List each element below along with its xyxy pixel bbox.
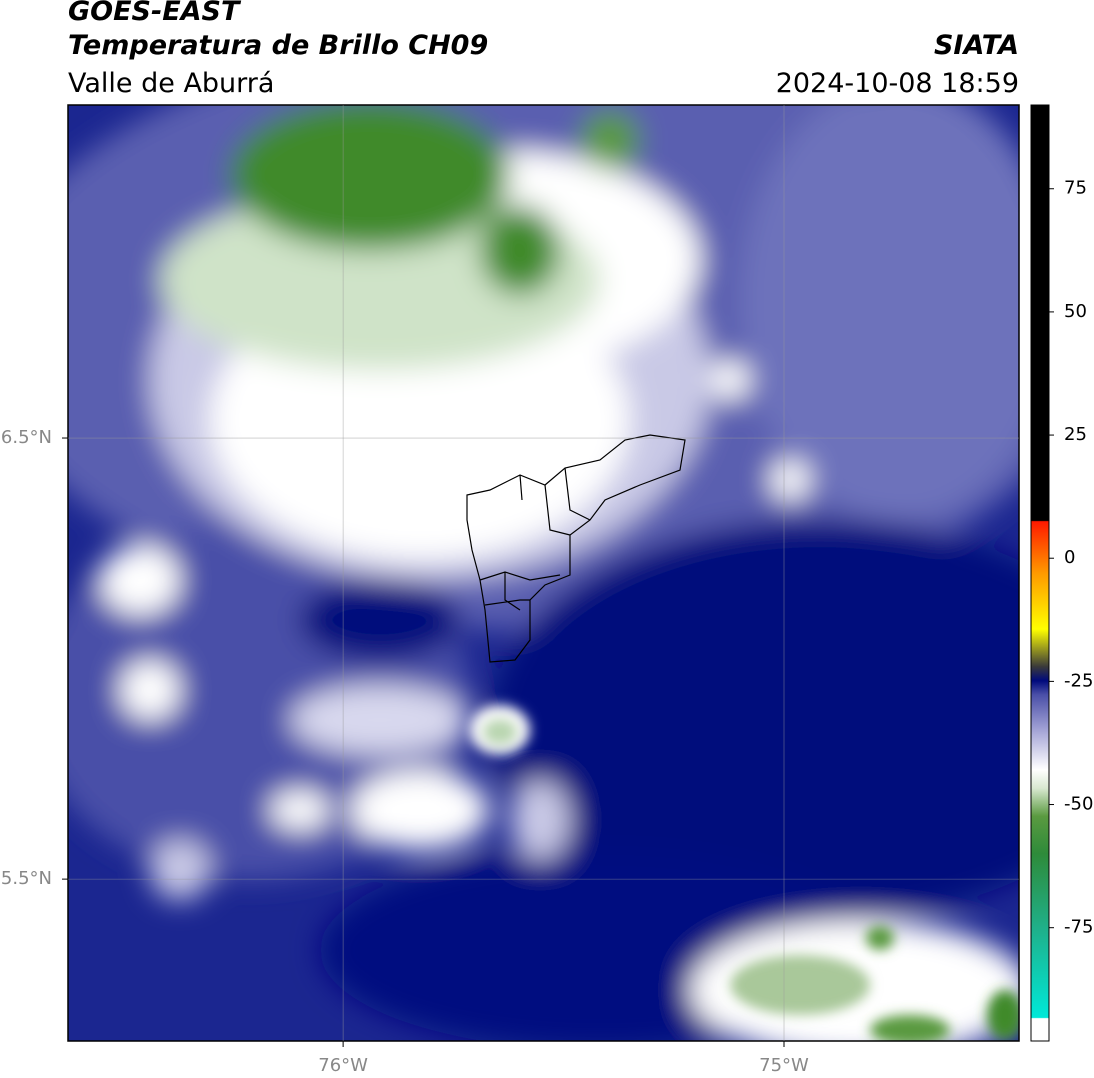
colorbar-tick-label: 50 (1064, 301, 1087, 322)
x-tick-label: 75°W (759, 1055, 809, 1076)
region: Valle de Aburrá (68, 68, 274, 99)
y-tick-label: 6.5°N (1, 427, 52, 448)
colorbar-tick-label: 0 (1064, 547, 1075, 568)
y-tick-label: 5.5°N (1, 868, 52, 889)
satellite-image (68, 105, 1019, 1041)
map-frame (67, 104, 1020, 1042)
colorbar-tick-label: -25 (1064, 670, 1093, 691)
title: GOES-EAST (68, 0, 242, 27)
colorbar-tick-label: 75 (1064, 178, 1087, 199)
colorbar-tick-label: 25 (1064, 424, 1087, 445)
colorbar-tick-label: -75 (1064, 917, 1093, 938)
colorbar-tick-label: -50 (1064, 794, 1093, 815)
region-outline (466, 434, 686, 663)
colorbar (1030, 104, 1050, 1042)
x-tick-label: 76°W (318, 1055, 368, 1076)
source: SIATA (934, 30, 1019, 61)
subtitle: Temperatura de Brillo CH09 (68, 30, 488, 61)
datetime: 2024-10-08 18:59 (776, 68, 1019, 99)
